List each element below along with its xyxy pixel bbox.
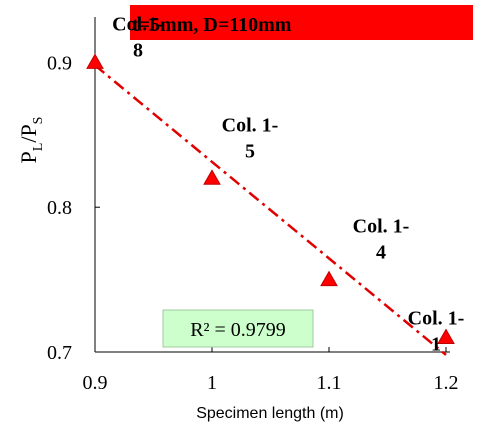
y-axis-label-sub2: S — [31, 117, 46, 125]
y-axis-label: PL/PS — [16, 117, 46, 164]
r2-box — [162, 309, 314, 348]
y-tick-label: 0.8 — [47, 197, 72, 219]
data-point-marker — [203, 169, 221, 185]
y-axis-label-main: P — [16, 151, 41, 163]
data-point-label-line: Col. 1- — [408, 308, 465, 330]
data-point-label: Col. 1- 1 — [408, 308, 465, 356]
data-point-marker — [320, 270, 338, 287]
data-point-label: Col.1- 8 — [112, 13, 164, 61]
x-tick-label: 1.1 — [317, 372, 342, 394]
r2-label: R² = 0.9799 — [190, 319, 286, 341]
data-point-label: Col. 1- 5 — [222, 114, 279, 162]
title-banner-text: t=5mm, D=110mm — [132, 14, 292, 36]
x-tick-label: 1 — [207, 372, 217, 394]
data-point-label-line: 5 — [245, 140, 255, 162]
data-point-marker — [437, 328, 455, 345]
x-axis-label: Specimen length (m) — [196, 405, 344, 422]
x-tick-label: 0.9 — [83, 372, 108, 394]
y-axis-label-sep: /P — [16, 124, 41, 142]
title-banner — [130, 5, 473, 40]
data-point-label-line: 4 — [376, 242, 386, 264]
trendline — [94, 64, 447, 356]
x-tick-label: 1.2 — [434, 372, 459, 394]
data-point-label-line: Col. 1- — [222, 114, 279, 136]
data-point-label: Col. 1- 4 — [353, 216, 410, 264]
y-axis-label-sub1: L — [31, 143, 46, 152]
point-labels-layer: Col.1- 8 Col. 1- 5 Col. 1- 4 Col. 1- 1 — [112, 13, 464, 355]
data-point-marker — [86, 53, 104, 69]
ticks-layer: 0.9 1 1.1 1.2 0.7 0.8 0.9 — [47, 52, 459, 394]
data-point-label-line: 1 — [431, 334, 441, 356]
y-tick-label: 0.7 — [47, 342, 72, 364]
data-point-label-line: 8 — [133, 39, 143, 61]
y-tick-label: 0.9 — [47, 52, 72, 74]
trendline-layer — [94, 64, 447, 356]
data-point-label-line: Col.1- — [112, 13, 164, 35]
points-layer — [86, 53, 455, 345]
data-point-label-line: Col. 1- — [353, 216, 410, 238]
